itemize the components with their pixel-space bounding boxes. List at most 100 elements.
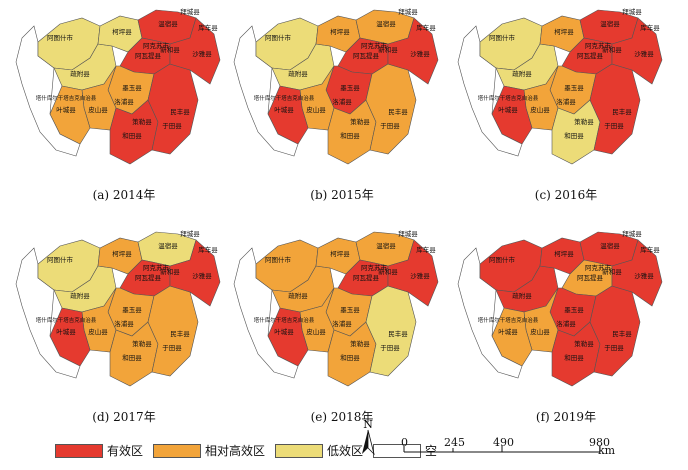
county-label: 洛浦县 bbox=[114, 97, 134, 106]
county-label: 洛浦县 bbox=[332, 319, 352, 328]
county-label: 皮山县 bbox=[88, 105, 108, 114]
county-label: 策勒县 bbox=[132, 339, 152, 348]
scale-tick-490: 490 bbox=[493, 436, 514, 449]
county-label: 阿图什市 bbox=[489, 255, 516, 264]
map-caption: (d) 2017年 bbox=[92, 410, 156, 424]
county-label: 拜城县 bbox=[398, 7, 418, 16]
county-label: 策勒县 bbox=[350, 117, 370, 126]
region-e bbox=[611, 239, 663, 307]
county-label: 塔什库尔干塔吉克自治县 bbox=[254, 94, 315, 102]
scale-bar: 0 245 490 980 km bbox=[400, 432, 615, 462]
county-label: 库车县 bbox=[640, 23, 660, 32]
county-label: 温宿县 bbox=[376, 241, 396, 250]
county-label: 于田县 bbox=[162, 122, 182, 130]
county-label: 柯坪县 bbox=[554, 27, 574, 36]
county-label: 和田县 bbox=[122, 131, 142, 140]
county-label: 阿瓦提县 bbox=[135, 273, 162, 282]
county-label: 塔什库尔干塔吉克自治县 bbox=[478, 316, 539, 324]
county-label: 阿图什市 bbox=[47, 33, 74, 42]
county-label: 和田县 bbox=[122, 353, 142, 362]
region-e bbox=[169, 17, 221, 85]
county-label: 阿瓦提县 bbox=[135, 51, 162, 60]
legend-swatch-relatively-high bbox=[153, 443, 202, 458]
county-label: 拜城县 bbox=[180, 7, 200, 16]
county-label: 民丰县 bbox=[612, 329, 632, 338]
map-caption: (c) 2016年 bbox=[534, 188, 598, 202]
county-label: 叶城县 bbox=[274, 105, 294, 114]
county-label: 柯坪县 bbox=[330, 249, 350, 258]
county-label: 沙雅县 bbox=[192, 50, 212, 58]
county-label: 阿瓦提县 bbox=[577, 51, 604, 60]
legend-label-relatively-high: 相对高效区 bbox=[205, 444, 266, 458]
county-label: 墨玉县 bbox=[340, 306, 360, 314]
county-label: 沙雅县 bbox=[192, 272, 212, 280]
legend-swatch-effective bbox=[55, 443, 103, 458]
county-label: 叶城县 bbox=[274, 327, 294, 336]
county-label: 洛浦县 bbox=[114, 319, 134, 328]
county-label: 阿克苏市 bbox=[143, 41, 170, 50]
county-label: 塔什库尔干塔吉克自治县 bbox=[36, 316, 97, 324]
legend-item-relatively-high: 相对高效区 bbox=[153, 442, 265, 459]
scale-unit: km bbox=[598, 444, 616, 457]
county-label: 柯坪县 bbox=[330, 27, 350, 36]
scale-tick-245: 245 bbox=[444, 436, 465, 449]
scale-tick-980: 980 bbox=[589, 436, 610, 449]
county-label: 阿克苏市 bbox=[585, 263, 612, 272]
region-e bbox=[169, 239, 221, 307]
map-caption: (a) 2014年 bbox=[92, 188, 156, 202]
legend-item-empty: 空 bbox=[373, 442, 437, 459]
county-label: 策勒县 bbox=[350, 339, 370, 348]
county-label: 皮山县 bbox=[306, 105, 326, 114]
scale-tick-0: 0 bbox=[401, 436, 408, 449]
region-e bbox=[611, 17, 663, 85]
county-label: 塔什库尔干塔吉克自治县 bbox=[36, 94, 97, 102]
county-label: 塔什库尔干塔吉克自治县 bbox=[478, 94, 539, 102]
county-label: 库车县 bbox=[416, 23, 436, 32]
north-arrow: N bbox=[357, 418, 379, 466]
county-label: 疏附县 bbox=[512, 69, 532, 78]
county-label: 皮山县 bbox=[88, 327, 108, 336]
legend-item-low: 低效区 bbox=[275, 442, 363, 459]
county-label: 阿克苏市 bbox=[361, 41, 388, 50]
county-label: 民丰县 bbox=[170, 329, 190, 338]
map-caption: (b) 2015年 bbox=[310, 188, 374, 202]
region-sw bbox=[267, 307, 309, 367]
legend-swatch-low bbox=[275, 443, 324, 458]
county-label: 叶城县 bbox=[498, 327, 518, 336]
region-e bbox=[387, 239, 439, 307]
county-label: 库车县 bbox=[198, 245, 218, 254]
map-panel-1: 阿图什市 疏附县 柯坪县 温宿县 拜城县 库车县 阿瓦提县 墨玉县 皮山县 和田县 民丰县 沙雅县 叶城… bbox=[12, 0, 236, 180]
county-label: 拜城县 bbox=[622, 7, 642, 16]
county-label: 拜城县 bbox=[622, 229, 642, 238]
region-sw bbox=[49, 85, 91, 145]
county-label: 民丰县 bbox=[388, 329, 408, 338]
county-label: 温宿县 bbox=[600, 241, 620, 250]
legend: 有效区 相对高效区 低效区 空 bbox=[55, 442, 437, 459]
county-label: 和田县 bbox=[564, 353, 584, 362]
region-sw bbox=[267, 85, 309, 145]
county-label: 叶城县 bbox=[498, 105, 518, 114]
county-label: 阿克苏市 bbox=[361, 263, 388, 272]
county-label: 柯坪县 bbox=[112, 249, 132, 258]
county-label: 叶城县 bbox=[56, 327, 76, 336]
county-label: 墨玉县 bbox=[340, 84, 360, 92]
county-label: 于田县 bbox=[380, 122, 400, 130]
county-label: 疏附县 bbox=[512, 291, 532, 300]
county-label: 皮山县 bbox=[306, 327, 326, 336]
county-label: 洛浦县 bbox=[556, 319, 576, 328]
county-label: 沙雅县 bbox=[634, 272, 654, 280]
county-label: 策勒县 bbox=[574, 339, 594, 348]
county-label: 皮山县 bbox=[530, 327, 550, 336]
county-label: 新和县 bbox=[378, 45, 398, 54]
county-label: 温宿县 bbox=[600, 19, 620, 28]
county-label: 于田县 bbox=[162, 344, 182, 352]
county-label: 民丰县 bbox=[388, 107, 408, 116]
map-caption: (f) 2019年 bbox=[535, 410, 597, 424]
map-panel-4: 阿图什市 疏附县 柯坪县 温宿县 拜城县 库车县 阿瓦提县 墨玉县 皮山县 和田县 民丰县 沙雅县 叶城… bbox=[12, 222, 236, 402]
region-sw bbox=[49, 307, 91, 367]
county-label: 阿瓦提县 bbox=[353, 273, 380, 282]
